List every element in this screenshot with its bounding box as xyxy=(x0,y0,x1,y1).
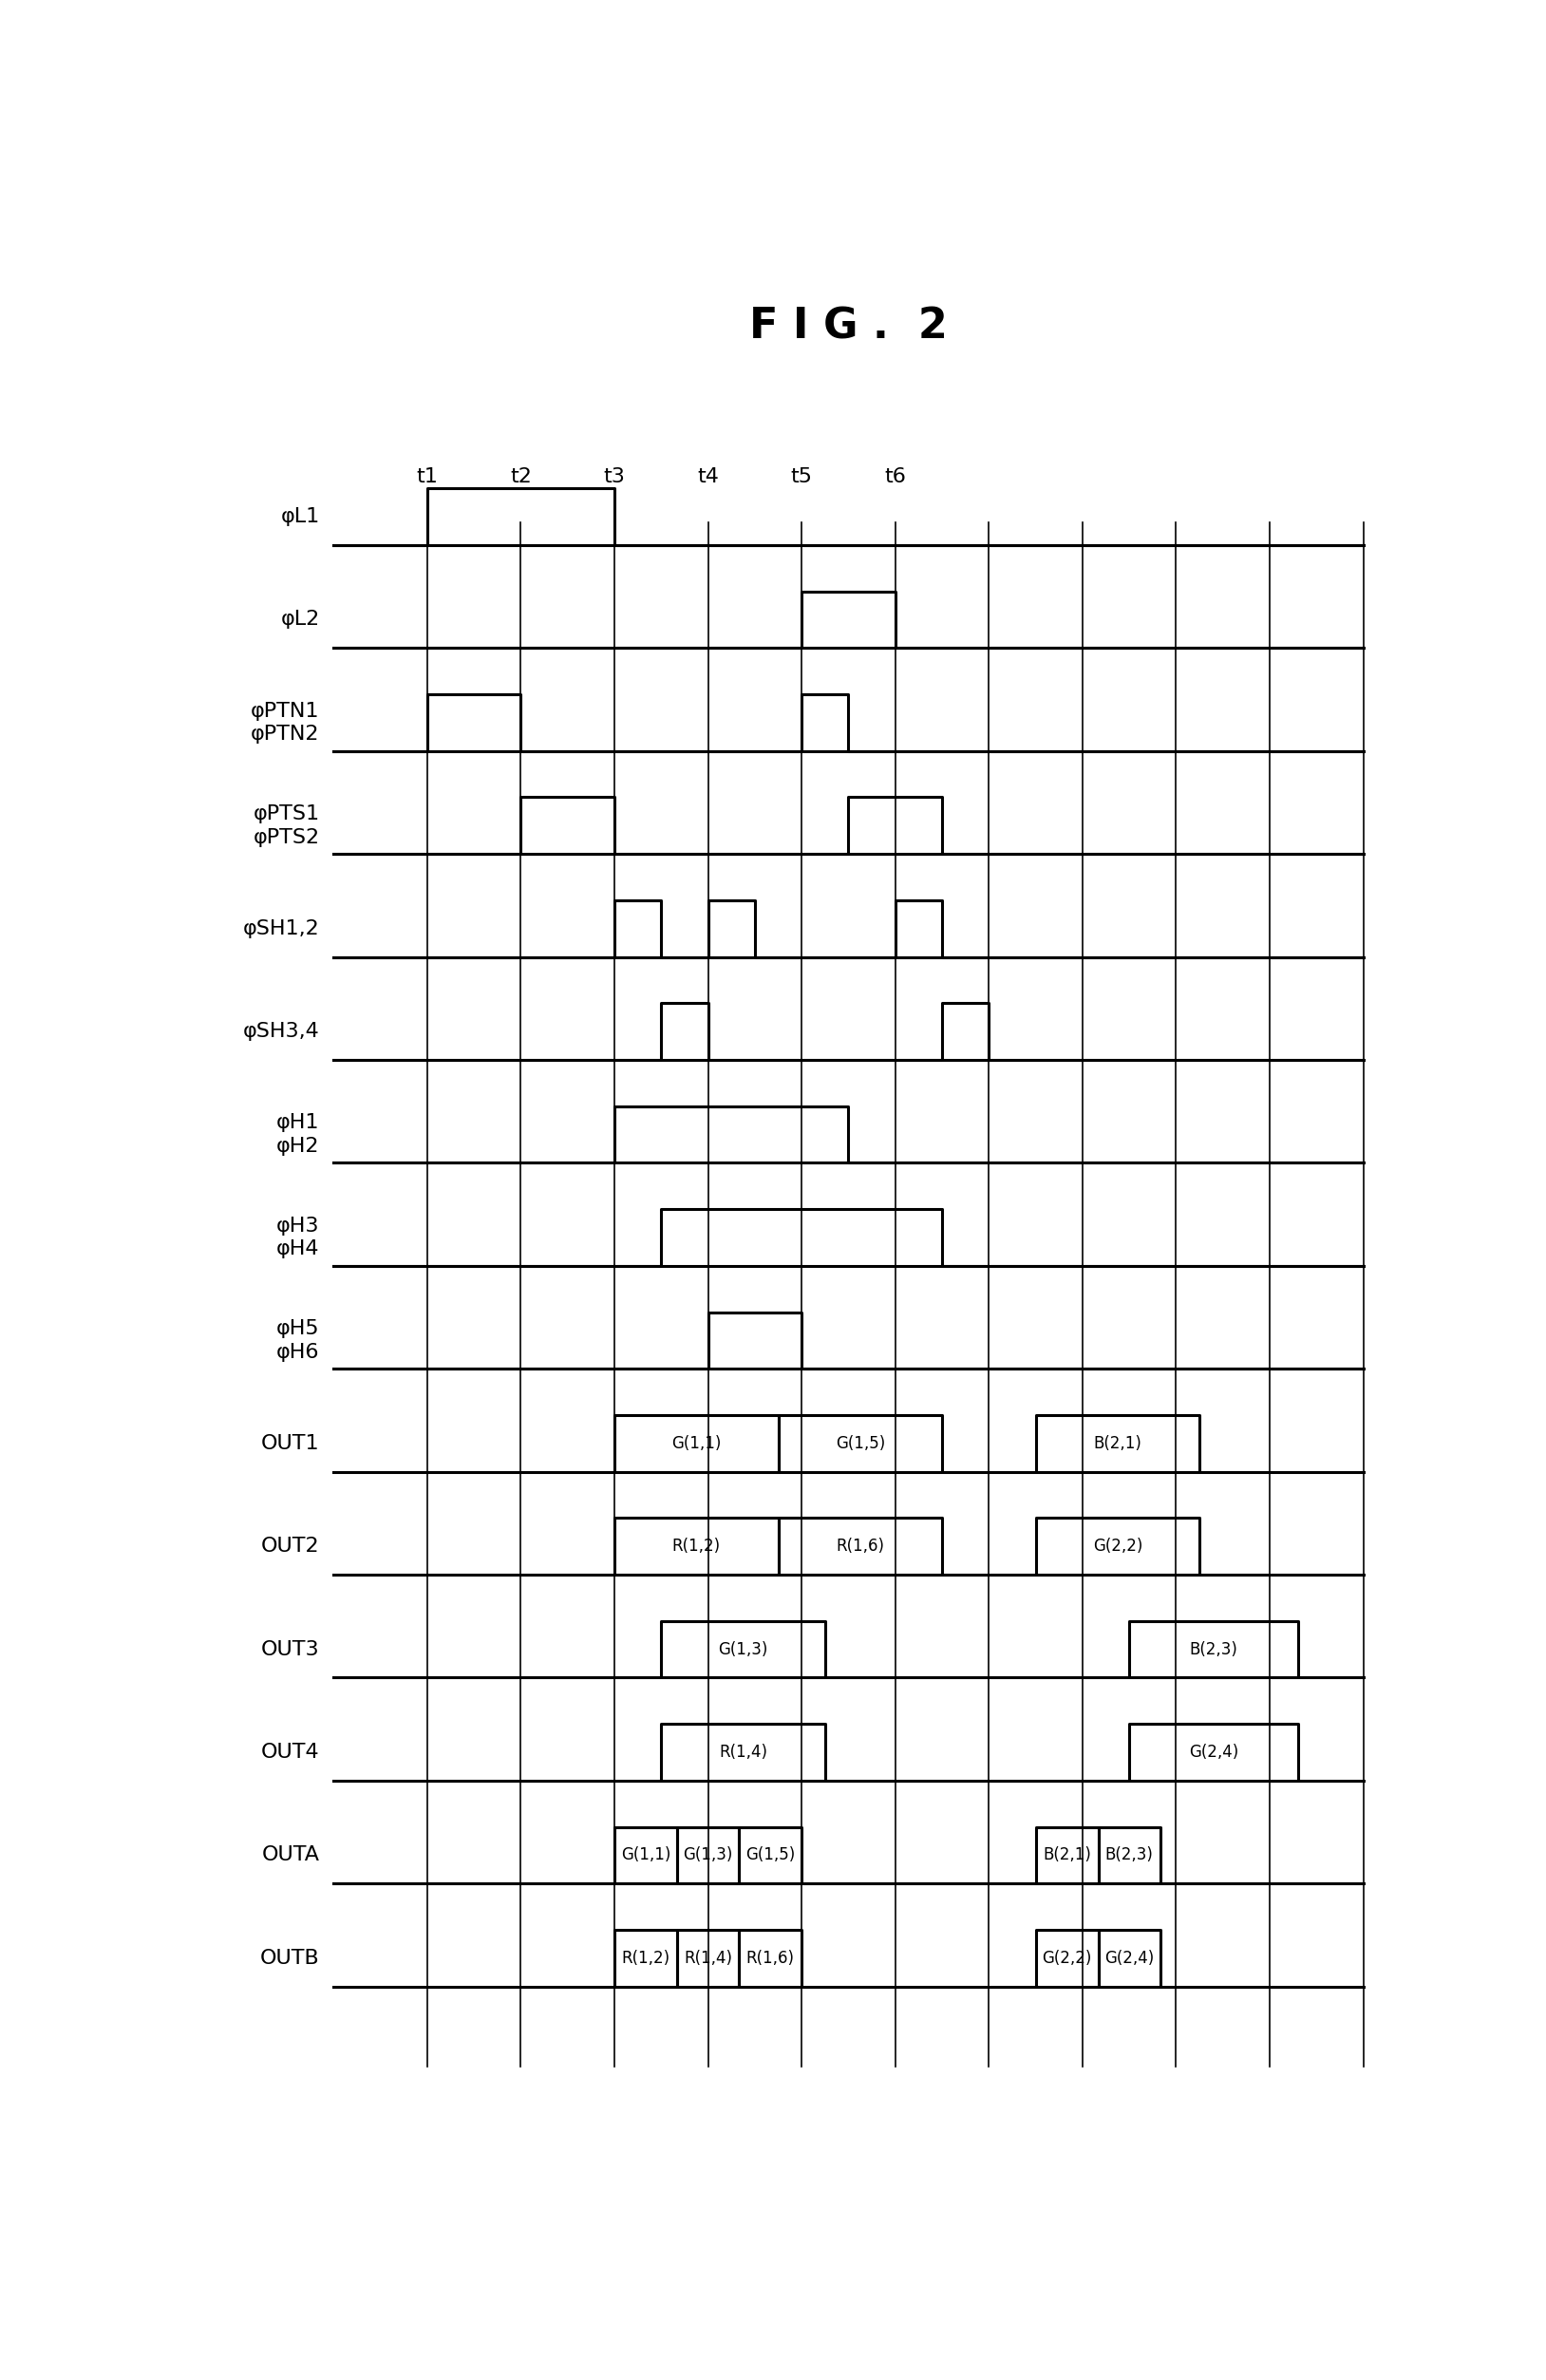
Text: t4: t4 xyxy=(697,466,719,486)
Text: φH1
φH2: φH1 φH2 xyxy=(277,1114,320,1157)
Text: t6: t6 xyxy=(884,466,906,486)
Text: OUT2: OUT2 xyxy=(261,1537,320,1557)
Text: G(2,4): G(2,4) xyxy=(1104,1949,1155,1966)
Text: G(2,2): G(2,2) xyxy=(1093,1537,1142,1554)
Text: F I G .  2: F I G . 2 xyxy=(750,307,948,347)
Text: R(1,4): R(1,4) xyxy=(719,1745,767,1761)
Text: R(1,4): R(1,4) xyxy=(683,1949,733,1966)
Text: φL2: φL2 xyxy=(280,609,320,628)
Text: φH3
φH4: φH3 φH4 xyxy=(277,1216,320,1259)
Text: OUTA: OUTA xyxy=(261,1844,320,1864)
Text: φPTS1
φPTS2: φPTS1 φPTS2 xyxy=(254,804,320,847)
Text: φL1: φL1 xyxy=(280,507,320,526)
Text: t5: t5 xyxy=(790,466,813,486)
Text: B(2,1): B(2,1) xyxy=(1044,1847,1091,1864)
Text: R(1,6): R(1,6) xyxy=(836,1537,884,1554)
Text: R(1,2): R(1,2) xyxy=(673,1537,720,1554)
Text: B(2,3): B(2,3) xyxy=(1105,1847,1153,1864)
Text: OUTB: OUTB xyxy=(260,1949,320,1968)
Text: G(2,2): G(2,2) xyxy=(1042,1949,1091,1966)
Text: t3: t3 xyxy=(603,466,625,486)
Text: B(2,1): B(2,1) xyxy=(1093,1435,1142,1452)
Text: R(1,2): R(1,2) xyxy=(621,1949,669,1966)
Text: G(1,5): G(1,5) xyxy=(835,1435,884,1452)
Text: OUT1: OUT1 xyxy=(261,1433,320,1452)
Text: OUT4: OUT4 xyxy=(261,1742,320,1761)
Text: φSH3,4: φSH3,4 xyxy=(243,1021,320,1040)
Text: B(2,3): B(2,3) xyxy=(1189,1640,1238,1659)
Text: R(1,6): R(1,6) xyxy=(747,1949,795,1966)
Text: φPTN1
φPTN2: φPTN1 φPTN2 xyxy=(250,702,320,745)
Text: G(1,3): G(1,3) xyxy=(719,1640,768,1659)
Text: G(1,1): G(1,1) xyxy=(621,1847,671,1864)
Text: t2: t2 xyxy=(510,466,532,486)
Text: G(2,4): G(2,4) xyxy=(1189,1745,1238,1761)
Text: OUT3: OUT3 xyxy=(261,1640,320,1659)
Text: G(1,1): G(1,1) xyxy=(671,1435,722,1452)
Text: G(1,5): G(1,5) xyxy=(745,1847,795,1864)
Text: t1: t1 xyxy=(416,466,438,486)
Text: φSH1,2: φSH1,2 xyxy=(243,919,320,938)
Text: φH5
φH6: φH5 φH6 xyxy=(277,1319,320,1361)
Text: G(1,3): G(1,3) xyxy=(683,1847,733,1864)
